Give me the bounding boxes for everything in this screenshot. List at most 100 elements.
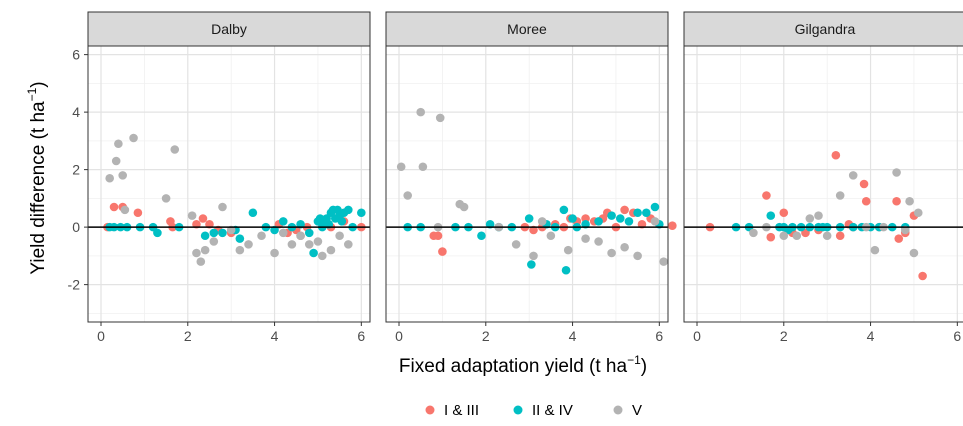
legend-item-iiiv: II & IV xyxy=(513,402,573,419)
x-tick-label: 2 xyxy=(482,328,490,344)
data-point-v xyxy=(913,208,923,218)
data-point-v xyxy=(118,171,128,180)
facet-panel-moree: Moree xyxy=(385,11,677,323)
data-point-iiiv xyxy=(559,205,569,215)
data-point-v xyxy=(187,211,197,220)
data-point-iiii xyxy=(892,196,901,206)
data-point-v xyxy=(650,217,660,226)
x-axis-title: Fixed adaptation yield (t ha−1) xyxy=(399,353,647,377)
legend-item-iiii: I & III xyxy=(425,402,479,419)
data-point-v xyxy=(659,257,668,266)
data-point-v xyxy=(529,251,538,261)
facet-strip xyxy=(87,11,371,47)
data-point-v xyxy=(196,257,206,266)
panel-border xyxy=(87,45,371,323)
data-point-v xyxy=(805,214,815,223)
data-point-v xyxy=(326,245,336,255)
data-point-v xyxy=(892,168,901,177)
data-point-v xyxy=(459,202,469,212)
data-point-v xyxy=(218,202,227,212)
data-point-v xyxy=(792,231,802,241)
y-axis: -2 0 2 4 6 xyxy=(68,47,88,293)
data-point-iiiv xyxy=(527,260,536,269)
data-point-v xyxy=(396,162,406,172)
data-point-iiiv xyxy=(357,208,366,218)
data-point-v xyxy=(563,245,573,255)
y-tick-label: -2 xyxy=(68,277,81,293)
data-point-v xyxy=(607,248,616,258)
data-point-iiiv xyxy=(218,228,227,238)
data-point-v xyxy=(170,145,180,154)
data-point-iiii xyxy=(894,234,904,243)
data-point-v xyxy=(278,228,288,238)
data-point-v xyxy=(537,217,547,226)
data-point-iiiv xyxy=(766,211,776,220)
data-point-v xyxy=(581,234,590,243)
data-point-iiiv xyxy=(153,228,162,238)
legend-item-v: V xyxy=(613,402,642,419)
y-tick-label: 4 xyxy=(72,104,80,120)
data-point-v xyxy=(822,231,832,241)
panel-border xyxy=(683,45,963,323)
data-point-iiiv xyxy=(304,228,314,238)
data-point-v xyxy=(403,191,412,200)
plot-background xyxy=(684,46,963,322)
data-point-v xyxy=(633,251,642,261)
data-point-v xyxy=(296,231,305,241)
data-point-v xyxy=(546,231,556,241)
legend-label: I & III xyxy=(444,402,479,419)
data-point-v xyxy=(287,240,297,249)
data-point-iiiv xyxy=(344,205,353,215)
data-point-v xyxy=(111,156,121,166)
data-point-iiiv xyxy=(248,208,258,218)
data-point-iiiv xyxy=(337,217,347,226)
data-point-v xyxy=(105,173,114,183)
data-point-v xyxy=(304,240,314,249)
data-point-iiiv xyxy=(200,231,210,241)
data-point-v xyxy=(909,248,919,258)
legend-key xyxy=(425,405,435,415)
x-tick-label: 4 xyxy=(867,328,875,344)
data-point-iiiv xyxy=(633,208,642,218)
data-point-iiiv xyxy=(309,248,318,258)
data-point-v xyxy=(209,237,219,246)
legend-label: II & IV xyxy=(532,402,573,419)
x-tick-label: 2 xyxy=(184,328,192,344)
data-point-v xyxy=(870,245,880,255)
data-point-iiiv xyxy=(568,214,577,223)
plot-background xyxy=(386,46,668,322)
data-point-iiiv xyxy=(607,211,616,220)
data-point-v xyxy=(848,171,858,180)
x-tick-label: 0 xyxy=(97,328,105,344)
data-point-iiii xyxy=(762,191,771,200)
data-point-v xyxy=(749,228,758,238)
x-axis: 0 2 4 6 0 2 4 6 0 2 4 6 xyxy=(97,322,961,344)
y-axis-title: Yield difference (t ha−1) xyxy=(25,81,49,274)
data-point-v xyxy=(335,231,344,241)
data-point-iiii xyxy=(133,208,143,218)
data-point-v xyxy=(594,237,603,246)
data-point-v xyxy=(235,245,245,255)
data-point-iiiv xyxy=(615,214,625,223)
data-point-iiii xyxy=(835,231,845,241)
data-point-iiii xyxy=(918,271,927,281)
data-point-iiiv xyxy=(524,214,534,223)
data-point-iiiv xyxy=(235,234,245,243)
data-point-v xyxy=(257,231,266,241)
data-point-iiii xyxy=(198,214,208,223)
facet-panel-dalby: Dalby xyxy=(87,11,371,323)
x-tick-label: 6 xyxy=(357,328,365,344)
data-point-v xyxy=(416,107,426,117)
data-point-v xyxy=(620,242,629,252)
data-point-v xyxy=(313,237,323,246)
data-point-iiiv xyxy=(642,208,651,218)
data-point-iiii xyxy=(861,196,871,206)
data-point-v xyxy=(418,162,428,172)
data-point-v xyxy=(244,240,253,249)
data-point-iiii xyxy=(779,208,789,218)
data-point-v xyxy=(161,194,171,203)
x-tick-label: 6 xyxy=(655,328,663,344)
x-tick-label: 0 xyxy=(395,328,403,344)
data-point-iiiv xyxy=(209,228,219,238)
data-point-v xyxy=(511,240,521,249)
